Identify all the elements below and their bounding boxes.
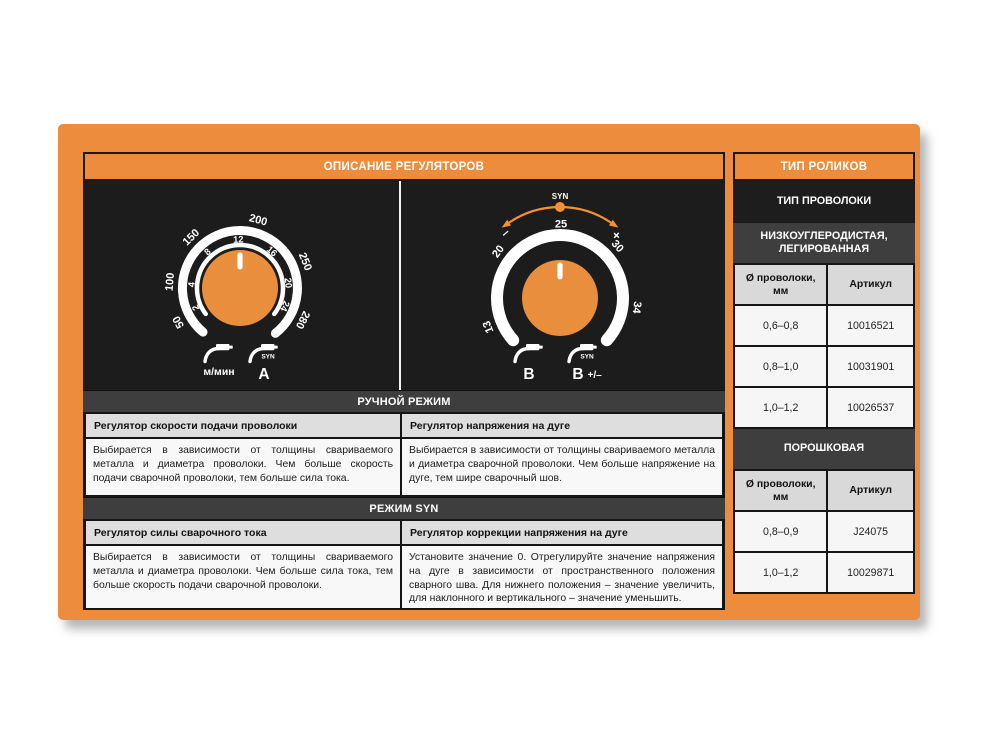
syn-mode-bar: РЕЖИМ SYN [83, 497, 725, 519]
speed-knob [202, 250, 278, 326]
cell-title: Регулятор скорости подачи проволоки [86, 414, 401, 437]
table-cell-article: 10016521 [828, 306, 913, 345]
table-cell-diameter: 1,0–1,2 [735, 388, 827, 427]
manual-mode-bar: РУЧНОЙ РЕЖИМ [83, 390, 725, 412]
col-header-diameter: Ø проволоки, мм [735, 471, 827, 510]
scale-label: 100 [163, 272, 177, 291]
cell-body: Выбирается в зависимости от толщины свар… [86, 439, 401, 495]
scale-label: 2 [190, 303, 201, 312]
col-header-article: Артикул [828, 265, 913, 304]
manual-mode-label: B [523, 366, 534, 383]
scale-label: 20 [490, 243, 507, 260]
inner-arc [194, 242, 286, 317]
regulators-column: ОПИСАНИЕ РЕГУЛЯТОРОВ 50 100 150 200 250 … [83, 152, 725, 620]
cell-body: Выбирается в зависимости от толщины свар… [86, 546, 401, 608]
cell-title: Регулятор коррекции напряжения на дуге [402, 521, 722, 544]
table-cell-diameter: 0,8–1,0 [735, 347, 827, 386]
wire-speed-dial: 50 100 150 200 250 280 2 4 8 12 16 20 24… [163, 212, 313, 383]
table-cell-diameter: 0,8–0,9 [735, 512, 827, 551]
voltage-arc [491, 229, 629, 347]
roller-type-column: ТИП РОЛИКОВ ТИП ПРОВОЛОКИ НИЗКОУГЛЕРОДИС… [733, 152, 915, 620]
syn-mode-label-suffix: +/– [588, 370, 603, 381]
wire-type-header: ТИП ПРОВОЛОКИ [733, 181, 915, 223]
voltage-dial: SYN – + 13 20 25 30 34 B SYN [481, 192, 644, 383]
scale-label: 50 [171, 314, 187, 331]
arrow-left-icon [501, 219, 512, 228]
outer-arc [177, 226, 302, 338]
cell-title: Регулятор напряжения на дуге [402, 414, 722, 437]
manual-mode-label: м/мин [203, 366, 234, 378]
knob-pointer [557, 262, 563, 280]
syn-dot [555, 202, 565, 212]
syn-marker-label: SYN [552, 192, 569, 201]
cell-title: Регулятор силы сварочного тока [86, 521, 401, 544]
dials-panel: 50 100 150 200 250 280 2 4 8 12 16 20 24… [83, 181, 725, 390]
knob-pointer [237, 252, 243, 270]
section-low-carbon: НИЗКОУГЛЕРОДИСТАЯ, ЛЕГИРОВАННАЯ [733, 223, 915, 263]
roller-type-header: ТИП РОЛИКОВ [733, 152, 915, 181]
scale-label: 25 [555, 219, 567, 231]
table-cell-article: 10026537 [828, 388, 913, 427]
torch-syn-icon: SYN [248, 344, 278, 364]
cell-body: Установите значение 0. Отрегулируйте зна… [402, 546, 722, 608]
welding-panel-card: ОПИСАНИЕ РЕГУЛЯТОРОВ 50 100 150 200 250 … [58, 124, 920, 620]
table-cell-article: 10031901 [828, 347, 913, 386]
syn-icon-text: SYN [261, 354, 275, 361]
scale-label: 8 [202, 247, 213, 258]
torch-syn-icon: SYN [567, 344, 597, 364]
table-cell-article: 10029871 [828, 553, 913, 592]
section-flux-cored: ПОРОШКОВАЯ [733, 429, 915, 469]
arrow-right-icon [608, 219, 619, 228]
torch-icon [203, 344, 233, 364]
scale-label: 200 [248, 212, 269, 228]
voltage-knob [522, 260, 598, 336]
table-cell-diameter: 0,6–0,8 [735, 306, 827, 345]
syn-mode-label: B [572, 366, 583, 383]
scale-label: 12 [233, 234, 244, 244]
syn-mode-label: A [258, 366, 269, 383]
low-carbon-table: Ø проволоки, мм Артикул 0,6–0,8 10016521… [733, 263, 915, 429]
col-header-article: Артикул [828, 471, 913, 510]
table-cell-article: J24075 [828, 512, 913, 551]
flux-cored-table: Ø проволоки, мм Артикул 0,8–0,9 J24075 1… [733, 469, 915, 594]
scale-label: 34 [630, 301, 644, 315]
scale-label: 20 [283, 277, 294, 288]
cell-body: Выбирается в зависимости от толщины свар… [402, 439, 722, 495]
table-cell-diameter: 1,0–1,2 [735, 553, 827, 592]
torch-icon [513, 344, 543, 364]
manual-mode-table: Регулятор скорости подачи проволоки Регу… [83, 412, 725, 497]
col-header-diameter: Ø проволоки, мм [735, 265, 827, 304]
scale-label: 13 [481, 319, 497, 335]
scale-label: 4 [186, 281, 196, 288]
dial-divider [399, 181, 401, 390]
syn-icon-text: SYN [580, 354, 594, 361]
regulators-header: ОПИСАНИЕ РЕГУЛЯТОРОВ [83, 152, 725, 181]
syn-mode-table: Регулятор силы сварочного тока Регулятор… [83, 519, 725, 610]
scale-label: 24 [278, 300, 291, 314]
